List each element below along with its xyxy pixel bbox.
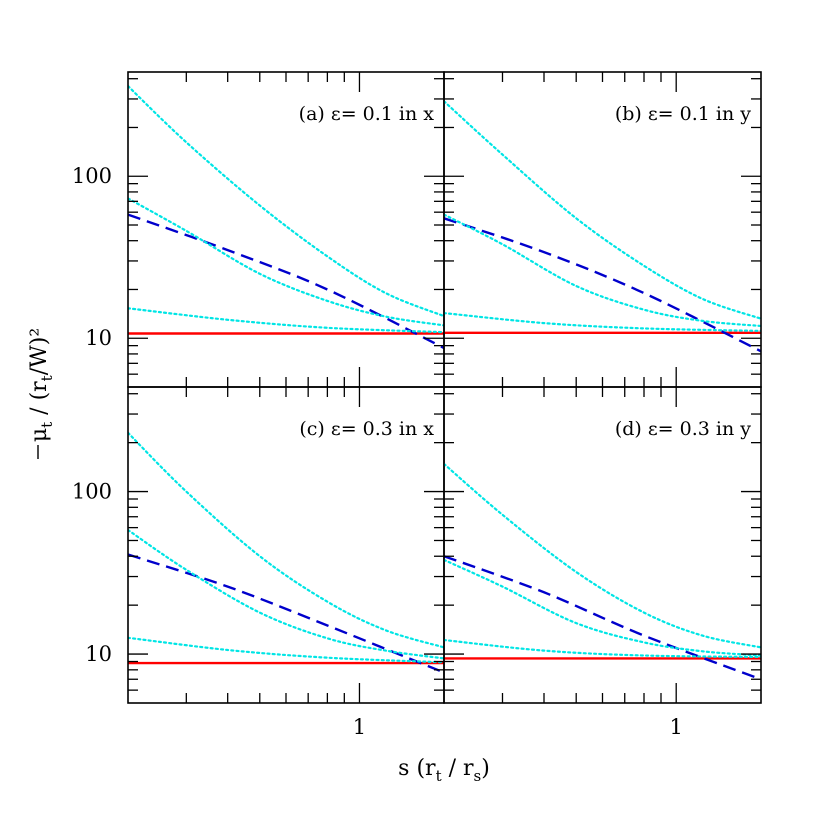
series-line-dotted: [444, 100, 761, 320]
y-axis-label: μt / (rt/W)²: [27, 328, 56, 442]
x-tick-label: 1: [670, 715, 683, 739]
panel-d: (d) ε= 0.3 in y 1: [443, 386, 762, 739]
series-line-dotted: [128, 431, 444, 649]
y-tick-label: 10: [85, 326, 112, 350]
x-axis-label: s (rt / rs): [398, 756, 490, 785]
y-tick-label: 100: [72, 480, 112, 504]
panel-label: (c) ε= 0.3 in x: [299, 418, 434, 440]
series-line-dotted: [128, 307, 444, 334]
series-line-dashed: [444, 555, 761, 681]
panel-b: (b) ε= 0.1 in y: [443, 71, 762, 388]
panel-c: (c) ε= 0.3 in x 10 100 1: [72, 386, 445, 739]
series-line-dotted: [444, 213, 761, 328]
series-line-dotted: [444, 558, 761, 657]
series-line-dotted: [128, 636, 444, 664]
series-line-dotted: [444, 462, 761, 649]
series-line-dotted: [444, 638, 761, 659]
series-line-dashed: [128, 213, 444, 350]
panel-label: (d) ε= 0.3 in y: [615, 418, 751, 440]
series-line-dotted: [128, 528, 444, 660]
y-tick-label: 10: [85, 642, 112, 666]
series-line-dashed: [444, 217, 761, 353]
plot-frame: [443, 386, 762, 704]
series-line-dotted: [128, 197, 444, 327]
y-tick-label: 100: [72, 164, 112, 188]
series-line-dotted: [128, 85, 444, 318]
panel-label: (b) ε= 0.1 in y: [615, 103, 751, 125]
series-line-dotted: [444, 312, 761, 332]
panel-label: (a) ε= 0.1 in x: [299, 103, 435, 125]
x-tick-label: 1: [353, 715, 366, 739]
